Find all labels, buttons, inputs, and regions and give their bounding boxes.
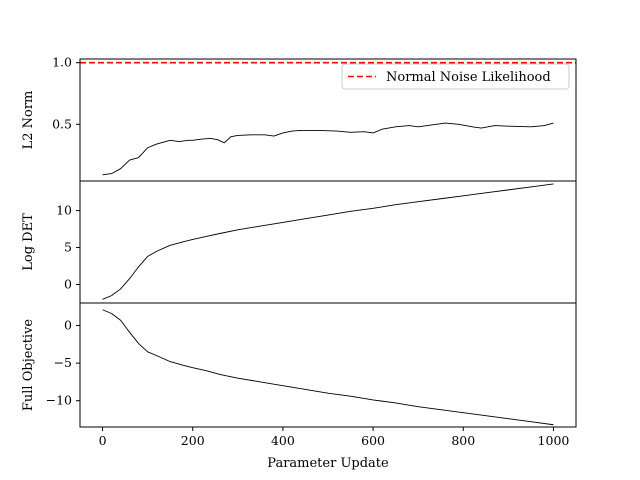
panel-1: 0.5 1.0 L2 Norm Normal Noise Likelihood xyxy=(21,55,577,182)
y-axis-label: L2 Norm xyxy=(21,91,36,150)
panel-3: −10 −5 0 Full Objective 0 200 400 600 800 1000 xyxy=(21,302,577,448)
y-tick-label: 5 xyxy=(64,240,72,255)
plot-frame xyxy=(79,180,577,304)
y-tick-label: 0.5 xyxy=(52,116,72,131)
x-axis-label: Parameter Update xyxy=(267,456,389,471)
legend-label: Normal Noise Likelihood xyxy=(386,70,551,85)
y-axis-label: Log DET xyxy=(21,213,36,271)
x-tick-label: 0 xyxy=(99,433,107,448)
legend: Normal Noise Likelihood xyxy=(341,63,570,90)
y-tick-label: 0 xyxy=(64,318,72,333)
series-line-1 xyxy=(102,122,554,176)
series-line-1 xyxy=(102,183,554,300)
y-tick-label: 0 xyxy=(64,277,72,292)
y-tick-label: 1.0 xyxy=(52,55,72,70)
x-tick-label: 600 xyxy=(361,433,385,448)
series-line-1 xyxy=(102,309,554,426)
y-tick-label: −10 xyxy=(46,393,72,408)
plot-frame xyxy=(79,302,577,428)
y-axis-label: Full Objective xyxy=(21,319,36,412)
chart-panels: 0.5 1.0 L2 Norm Normal Noise Likelihood 0 5 10… xyxy=(21,55,577,448)
y-tick-label: 10 xyxy=(56,203,72,218)
legend-box xyxy=(341,63,570,90)
x-tick-label: 400 xyxy=(271,433,295,448)
x-tick-label: 1000 xyxy=(538,433,570,448)
x-tick-label: 200 xyxy=(181,433,205,448)
x-tick-label: 800 xyxy=(451,433,475,448)
y-tick-label: −5 xyxy=(54,355,72,370)
panel-2: 0 5 10 Log DET xyxy=(21,180,577,304)
